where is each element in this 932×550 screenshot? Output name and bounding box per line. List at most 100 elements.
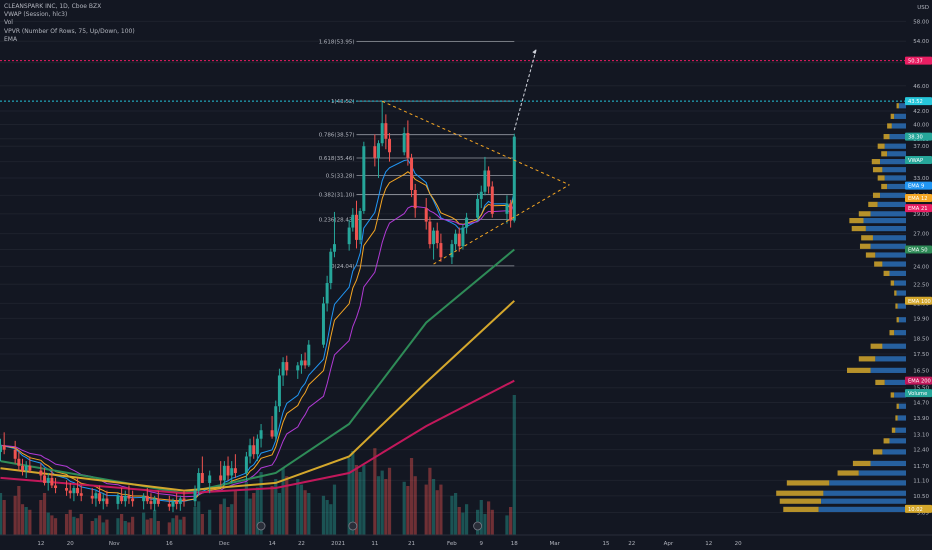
candle-body[interactable] <box>200 473 204 483</box>
candle-body[interactable] <box>410 157 414 190</box>
candle-body[interactable] <box>116 495 120 504</box>
candle-body[interactable] <box>332 244 336 252</box>
candle-body[interactable] <box>512 136 516 221</box>
candle-body[interactable] <box>509 203 513 221</box>
candle-body[interactable] <box>321 303 325 345</box>
legend-title[interactable]: CLEANSPARK INC, 1D, Cboe BZX <box>4 3 102 10</box>
candle-body[interactable] <box>43 475 47 483</box>
candle-body[interactable] <box>230 468 234 476</box>
candle-body[interactable] <box>329 251 333 284</box>
candle-body[interactable] <box>156 498 160 504</box>
candle-body[interactable] <box>384 123 388 139</box>
candle-body[interactable] <box>149 501 153 504</box>
candle-body[interactable] <box>259 430 263 439</box>
earnings-markers[interactable] <box>256 521 483 531</box>
candle-body[interactable] <box>178 498 182 504</box>
candle-body[interactable] <box>171 501 175 507</box>
candle-body[interactable] <box>24 465 28 471</box>
candle-body[interactable] <box>68 490 72 494</box>
legend-vol[interactable]: Vol <box>4 19 13 27</box>
time-axis[interactable]: 12 20 Nov 16 Dec 14 22 2021 11 21 Feb 9 18 Mar 15 22 Apr… <box>0 534 932 550</box>
candle-body[interactable] <box>296 365 300 371</box>
candle-body[interactable] <box>131 498 135 502</box>
candle-body[interactable] <box>142 495 146 502</box>
candle-body[interactable] <box>424 208 428 222</box>
candle-body[interactable] <box>46 477 50 483</box>
candle-body[interactable] <box>17 458 21 466</box>
candle-body[interactable] <box>222 465 226 481</box>
candle-body[interactable] <box>50 477 54 486</box>
earnings-marker[interactable] <box>256 521 266 531</box>
candle-body[interactable] <box>281 362 285 376</box>
projection-arrow[interactable] <box>513 48 537 131</box>
candle-body[interactable] <box>347 227 351 245</box>
candle-body[interactable] <box>123 495 127 502</box>
candle-body[interactable] <box>483 170 487 192</box>
candle-body[interactable] <box>255 438 259 455</box>
candle-body[interactable] <box>358 210 362 240</box>
candle-body[interactable] <box>439 243 443 258</box>
candle-body[interactable] <box>167 503 171 507</box>
candle-body[interactable] <box>72 488 76 494</box>
candle-body[interactable] <box>248 445 252 457</box>
legend-vpvr[interactable]: VPVR (Number Of Rows, 75, Up/Down, 100) <box>4 27 135 35</box>
candle-body[interactable] <box>505 203 509 214</box>
candle-body[interactable] <box>285 362 289 371</box>
horizontal-levels[interactable] <box>0 60 906 102</box>
candle-body[interactable] <box>208 475 212 483</box>
candle-body[interactable] <box>457 233 461 247</box>
candle-body[interactable] <box>98 493 102 502</box>
candle-body[interactable] <box>226 465 230 476</box>
candle-body[interactable] <box>479 191 483 199</box>
candle-body[interactable] <box>351 214 355 228</box>
candle-body[interactable] <box>465 217 469 228</box>
candle-body[interactable] <box>94 493 98 499</box>
candle-body[interactable] <box>252 445 256 455</box>
candle-body[interactable] <box>325 283 329 304</box>
earnings-marker[interactable] <box>348 521 358 531</box>
candle-body[interactable] <box>153 498 157 504</box>
candle-body[interactable] <box>274 406 278 437</box>
price-axis[interactable]: USD58.0054.0050.0046.0042.0040.0038.0037… <box>906 0 932 550</box>
candle-body[interactable] <box>120 495 124 502</box>
candle-body[interactable] <box>435 230 439 244</box>
triangle-line[interactable] <box>433 184 570 265</box>
candles[interactable] <box>0 101 516 513</box>
candle-body[interactable] <box>487 170 491 187</box>
candle-body[interactable] <box>454 233 458 245</box>
fibonacci-retracement[interactable]: 1.618(53.95) 1(43.52) 0.786(38.57) 0.618(35… <box>319 40 515 270</box>
candle-body[interactable] <box>90 495 94 499</box>
candle-body[interactable] <box>219 475 223 481</box>
candle-body[interactable] <box>54 485 58 489</box>
candle-body[interactable] <box>233 468 237 474</box>
candle-body[interactable] <box>277 375 281 407</box>
candle-body[interactable] <box>76 488 80 494</box>
candle-body[interactable] <box>413 189 417 209</box>
candle-body[interactable] <box>432 230 436 245</box>
trend-drawings[interactable] <box>381 48 570 265</box>
candle-body[interactable] <box>182 498 186 502</box>
candle-body[interactable] <box>377 143 381 158</box>
candle-body[interactable] <box>490 186 494 214</box>
candle-body[interactable] <box>28 465 32 471</box>
candle-body[interactable] <box>65 488 69 491</box>
earnings-marker[interactable] <box>473 521 483 531</box>
candle-body[interactable] <box>175 501 179 504</box>
candle-body[interactable] <box>105 498 109 504</box>
legend-ema[interactable]: EMA <box>4 35 18 43</box>
candle-body[interactable] <box>303 360 307 366</box>
candle-body[interactable] <box>270 430 274 437</box>
candle-body[interactable] <box>406 133 410 158</box>
candle-body[interactable] <box>39 470 43 476</box>
candle-body[interactable] <box>244 456 248 474</box>
candle-body[interactable] <box>21 465 25 471</box>
candle-body[interactable] <box>428 221 432 245</box>
candle-body[interactable] <box>476 198 480 218</box>
candle-body[interactable] <box>388 138 392 153</box>
candle-body[interactable] <box>461 227 465 247</box>
candle-body[interactable] <box>354 214 358 240</box>
candle-body[interactable] <box>2 445 6 450</box>
candle-body[interactable] <box>299 360 303 366</box>
candle-body[interactable] <box>373 146 377 158</box>
